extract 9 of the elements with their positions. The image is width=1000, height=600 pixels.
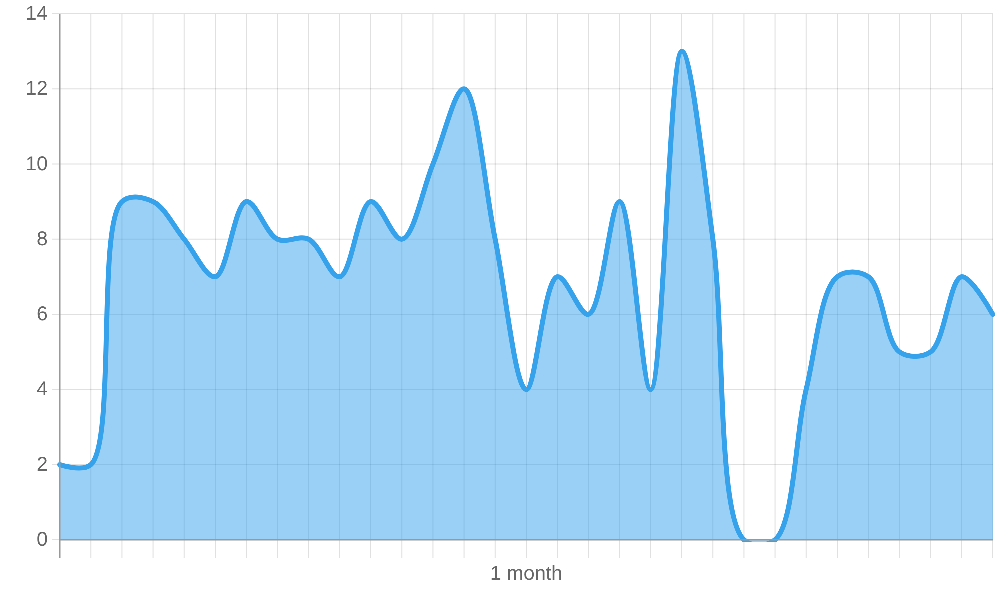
x-tick-label: 1 month xyxy=(490,563,563,585)
y-tick-label: 2 xyxy=(36,454,48,476)
y-tick-label: 6 xyxy=(36,304,48,326)
y-tick-label: 14 xyxy=(26,3,48,25)
y-tick-label: 4 xyxy=(36,378,48,401)
y-tick-label: 8 xyxy=(36,228,48,250)
y-tick-label: 12 xyxy=(26,78,48,100)
y-tick-label: 0 xyxy=(36,529,48,551)
y-tick-label: 10 xyxy=(26,153,48,176)
